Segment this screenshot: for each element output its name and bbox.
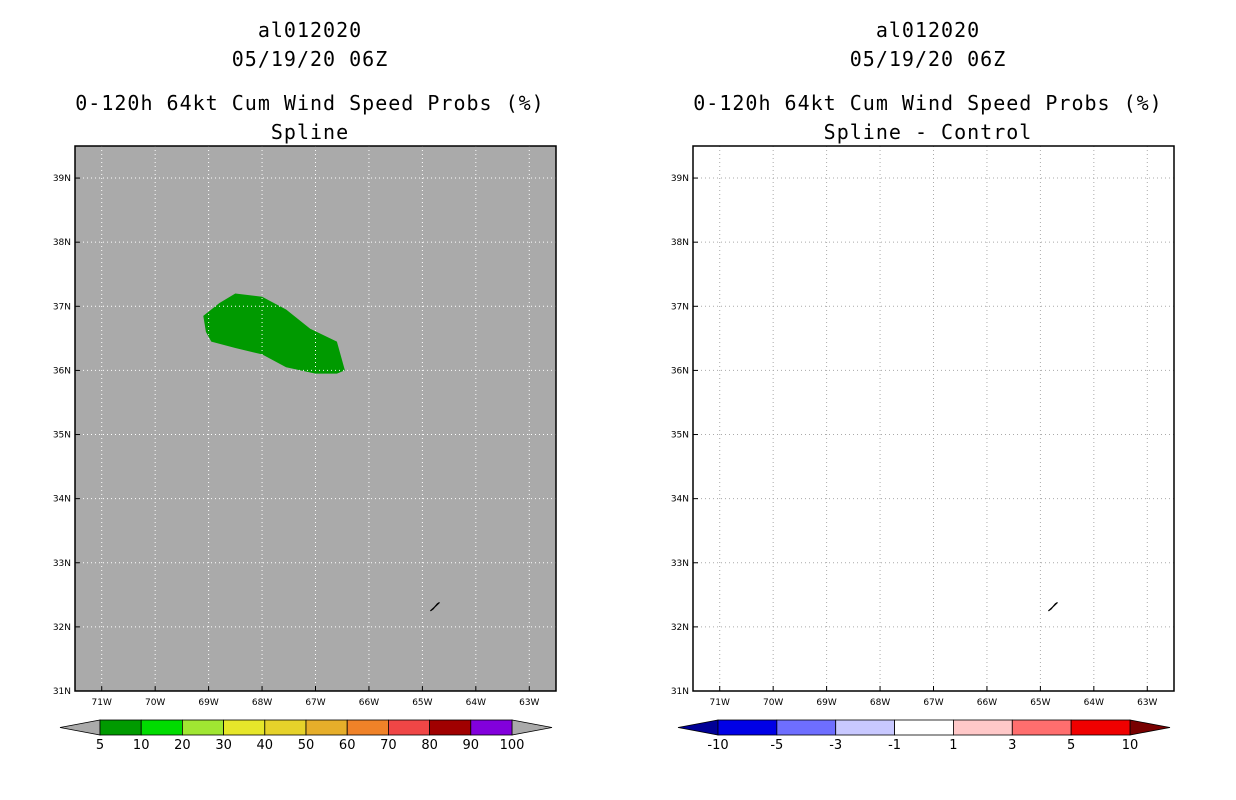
right-lat-tick-label: 31N bbox=[671, 687, 689, 697]
right-colorbar-segment bbox=[717, 719, 778, 736]
right-colorbar-segment bbox=[1011, 719, 1072, 736]
right-storm-id: al012020 bbox=[875, 18, 981, 42]
left-lon-tick-label: 67W bbox=[305, 698, 325, 708]
left-colorbar-label: 100 bbox=[500, 738, 525, 753]
left-lat-tick-label: 33N bbox=[53, 559, 71, 569]
left-colorbar-segment bbox=[99, 719, 142, 736]
left-colorbar: 5 10 20 30 40 50 60 70 80 90 100 bbox=[59, 719, 553, 753]
right-lon-tick-label: 67W bbox=[923, 698, 943, 708]
right-lat-tick-label: 37N bbox=[671, 302, 689, 312]
left-colorbar-label: 5 bbox=[96, 738, 104, 753]
left-colorbar-segment bbox=[264, 719, 307, 736]
left-colorbar-label: 30 bbox=[215, 738, 232, 753]
left-lat-tick-label: 34N bbox=[53, 495, 71, 505]
left-lat-tick-label: 31N bbox=[53, 687, 71, 697]
left-colorbar-segment bbox=[387, 719, 430, 736]
left-colorbar-extend-low bbox=[59, 719, 101, 736]
left-subtitle: Spline bbox=[270, 120, 350, 144]
right-colorbar-segment bbox=[835, 719, 895, 736]
right-lat-tick-label: 34N bbox=[671, 495, 689, 505]
left-product-title: 0-120h 64kt Cum Wind Speed Probs (%) bbox=[75, 91, 545, 115]
right-colorbar-label: 1 bbox=[949, 738, 957, 753]
left-lon-tick-label: 71W bbox=[92, 698, 112, 708]
left-lon-tick-label: 70W bbox=[145, 698, 165, 708]
left-colorbar-label: 50 bbox=[298, 738, 315, 753]
right-colorbar-label: -5 bbox=[770, 738, 783, 753]
left-lat-tick-label: 39N bbox=[53, 174, 71, 184]
left-storm-id: al012020 bbox=[257, 18, 363, 42]
right-colorbar-segment bbox=[776, 719, 837, 736]
right-lat-tick-label: 33N bbox=[671, 559, 689, 569]
right-lon-tick-label: 64W bbox=[1084, 698, 1104, 708]
right-lat-tick-label: 32N bbox=[671, 623, 689, 633]
left-colorbar-extend-high bbox=[511, 719, 553, 736]
right-lon-tick-label: 70W bbox=[763, 698, 783, 708]
left-lon-tick-label: 65W bbox=[412, 698, 432, 708]
right-colorbar-segment bbox=[953, 719, 1013, 736]
right-colorbar-label: -10 bbox=[707, 738, 728, 753]
right-lat-tick-label: 35N bbox=[671, 431, 689, 441]
left-map-panel: 71W 70W 69W 68W 67W 66W 65W 64W 63W 31N 32N 33N 34N 3… bbox=[53, 145, 557, 708]
left-land-feature-bermuda bbox=[430, 601, 440, 612]
left-lon-tick-label: 64W bbox=[466, 698, 486, 708]
left-lon-tick-label: 66W bbox=[359, 698, 379, 708]
right-colorbar-segment bbox=[1070, 719, 1131, 736]
left-colorbar-segment bbox=[140, 719, 183, 736]
right-datetime: 05/19/20 06Z bbox=[849, 47, 1007, 71]
left-lat-tick-label: 37N bbox=[53, 302, 71, 312]
right-product-title: 0-120h 64kt Cum Wind Speed Probs (%) bbox=[693, 91, 1163, 115]
left-lat-tick-label: 35N bbox=[53, 431, 71, 441]
right-lon-tick-label: 68W bbox=[870, 698, 890, 708]
right-colorbar-label: -3 bbox=[829, 738, 842, 753]
right-map-panel: 71W 70W 69W 68W 67W 66W 65W 64W 63W 31N 32N 33N 34N 3… bbox=[671, 145, 1175, 708]
left-probability-region bbox=[203, 293, 345, 374]
left-colorbar-label: 20 bbox=[174, 738, 191, 753]
right-lat-tick-label: 36N bbox=[671, 366, 689, 376]
left-colorbar-segment bbox=[223, 719, 266, 736]
right-lat-tick-label: 38N bbox=[671, 238, 689, 248]
right-colorbar-label: -1 bbox=[888, 738, 901, 753]
left-lat-tick-label: 38N bbox=[53, 238, 71, 248]
left-colorbar-segment bbox=[470, 719, 513, 736]
left-colorbar-segment bbox=[429, 719, 472, 736]
left-colorbar-label: 40 bbox=[257, 738, 274, 753]
right-lon-tick-label: 66W bbox=[977, 698, 997, 708]
right-land-feature-bermuda bbox=[1048, 601, 1058, 612]
right-subtitle: Spline - Control bbox=[823, 120, 1033, 144]
right-colorbar-segment bbox=[894, 719, 954, 736]
right-lon-tick-label: 69W bbox=[816, 698, 836, 708]
right-lat-tick-label: 39N bbox=[671, 174, 689, 184]
left-lon-tick-label: 68W bbox=[252, 698, 272, 708]
right-colorbar-label: 5 bbox=[1067, 738, 1075, 753]
left-colorbar-segment bbox=[181, 719, 224, 736]
right-lon-tick-label: 63W bbox=[1137, 698, 1157, 708]
left-colorbar-label: 10 bbox=[133, 738, 150, 753]
left-lon-tick-label: 63W bbox=[519, 698, 539, 708]
left-lat-tick-label: 36N bbox=[53, 366, 71, 376]
right-colorbar-extend-high bbox=[1129, 719, 1171, 736]
left-colorbar-label: 60 bbox=[339, 738, 356, 753]
right-colorbar: -10 -5 -3 -1 1 3 5 10 bbox=[677, 719, 1171, 753]
left-colorbar-label: 90 bbox=[463, 738, 480, 753]
left-colorbar-segment bbox=[305, 719, 348, 736]
right-colorbar-label: 10 bbox=[1122, 738, 1139, 753]
right-lon-tick-label: 65W bbox=[1030, 698, 1050, 708]
left-colorbar-label: 70 bbox=[380, 738, 397, 753]
right-colorbar-extend-low bbox=[677, 719, 719, 736]
left-lat-tick-label: 32N bbox=[53, 623, 71, 633]
left-lon-tick-label: 69W bbox=[198, 698, 218, 708]
right-lon-tick-label: 71W bbox=[710, 698, 730, 708]
right-colorbar-label: 3 bbox=[1008, 738, 1016, 753]
left-colorbar-label: 80 bbox=[421, 738, 438, 753]
left-colorbar-segment bbox=[346, 719, 389, 736]
left-datetime: 05/19/20 06Z bbox=[231, 47, 389, 71]
